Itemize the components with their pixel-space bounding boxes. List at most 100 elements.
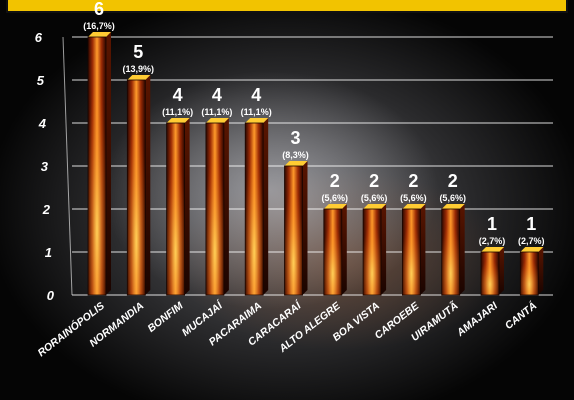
y-tick-label: 3 [41, 159, 49, 174]
bar-outline [480, 251, 500, 296]
y-tick-label: 6 [35, 30, 43, 45]
bar-side [263, 118, 269, 295]
bar [362, 204, 387, 296]
value-label: 2 [330, 171, 340, 191]
bar-outline [362, 208, 382, 296]
value-label: 4 [251, 85, 261, 105]
bar-outline [323, 208, 343, 296]
axis-wall [70, 251, 73, 296]
title-banner [6, 0, 568, 13]
bar-glow [88, 37, 106, 295]
y-tick-label: 1 [45, 245, 52, 260]
bar-top [245, 118, 269, 123]
bar-side [223, 118, 229, 295]
bar-top [166, 118, 190, 123]
percent-label: (11,1%) [241, 107, 272, 117]
bar-side [184, 118, 190, 295]
value-label: 3 [290, 128, 300, 148]
bar [401, 204, 426, 296]
bar-glow [520, 252, 539, 295]
value-label: 6 [94, 0, 104, 19]
y-axis: 0 1 2 3 4 5 6 [35, 30, 55, 303]
value-label: 4 [212, 85, 222, 105]
bar-top [127, 75, 151, 80]
value-label: 2 [448, 171, 458, 191]
percent-label: (2,7%) [479, 236, 506, 246]
bar [323, 204, 347, 296]
percent-label: (5,6%) [439, 193, 466, 203]
bar-side [420, 204, 426, 295]
bar [519, 247, 544, 296]
category-label: AMAJARI [454, 299, 501, 339]
bar-top [520, 247, 544, 252]
percent-label: (5,6%) [400, 193, 427, 203]
bar-side [381, 204, 387, 295]
bar-outline [126, 79, 146, 296]
y-tick-label: 0 [47, 288, 55, 303]
bar-top [323, 204, 347, 209]
axis-wall [68, 208, 71, 253]
bar-glow [441, 209, 460, 295]
value-label: 2 [369, 171, 379, 191]
bar-outline [244, 122, 264, 296]
bar [126, 75, 151, 296]
value-label: 2 [408, 171, 418, 191]
bar [441, 204, 465, 296]
percent-label: (5,6%) [322, 193, 349, 203]
bar [205, 118, 229, 296]
bar [87, 32, 111, 296]
bar-top [88, 32, 111, 37]
percent-label: (16,7%) [83, 21, 115, 31]
bar-top [363, 204, 387, 209]
data-labels: 6 (16,7%) 5 (13,9%) 4 (11,1%) 4 (11,1%) 4 (11,1%)… [83, 0, 544, 246]
value-label: 4 [173, 85, 183, 105]
y-tick-label: 4 [38, 116, 47, 131]
bar-side [341, 204, 347, 295]
category-label: RORAINÓPOLIS [35, 299, 107, 359]
percent-label: (13,9%) [123, 64, 155, 74]
bar-outline [441, 208, 461, 296]
bar-side [145, 75, 151, 295]
bars [87, 32, 544, 296]
bar-side [106, 32, 111, 295]
axis-wall [62, 36, 65, 81]
category-label: CANTÁ [502, 299, 539, 332]
axis-wall [65, 122, 68, 167]
percent-label: (11,1%) [201, 107, 232, 117]
bar [284, 161, 308, 296]
bar [480, 247, 504, 296]
y-tick-label: 2 [42, 202, 51, 217]
bar-outline [205, 122, 225, 296]
percent-label: (11,1%) [162, 107, 193, 117]
bar-glow [166, 123, 185, 295]
bar-glow [323, 209, 342, 295]
bar [244, 118, 269, 296]
bar-outline [284, 165, 303, 296]
bar-glow [127, 80, 146, 295]
bar-top [205, 118, 229, 123]
bar-glow [363, 209, 382, 295]
percent-label: (2,7%) [518, 236, 545, 246]
bar-side [499, 247, 504, 295]
bar-top [441, 204, 465, 209]
percent-label: (8,3%) [282, 150, 309, 160]
bar-glow [245, 123, 264, 295]
bar-side [302, 161, 308, 295]
bar-outline [166, 122, 186, 296]
value-label: 1 [487, 214, 497, 234]
axis-wall [67, 165, 70, 210]
bar-glow [481, 252, 499, 295]
bar-top [402, 204, 426, 209]
bar-outline [401, 208, 421, 296]
bar-outline [519, 251, 539, 296]
bar-side [459, 204, 465, 295]
value-label: 1 [526, 214, 536, 234]
bar-side [538, 247, 544, 295]
axis-wall [64, 79, 67, 124]
bar-top [284, 161, 308, 166]
bar [166, 118, 190, 296]
bar-glow [402, 209, 421, 295]
